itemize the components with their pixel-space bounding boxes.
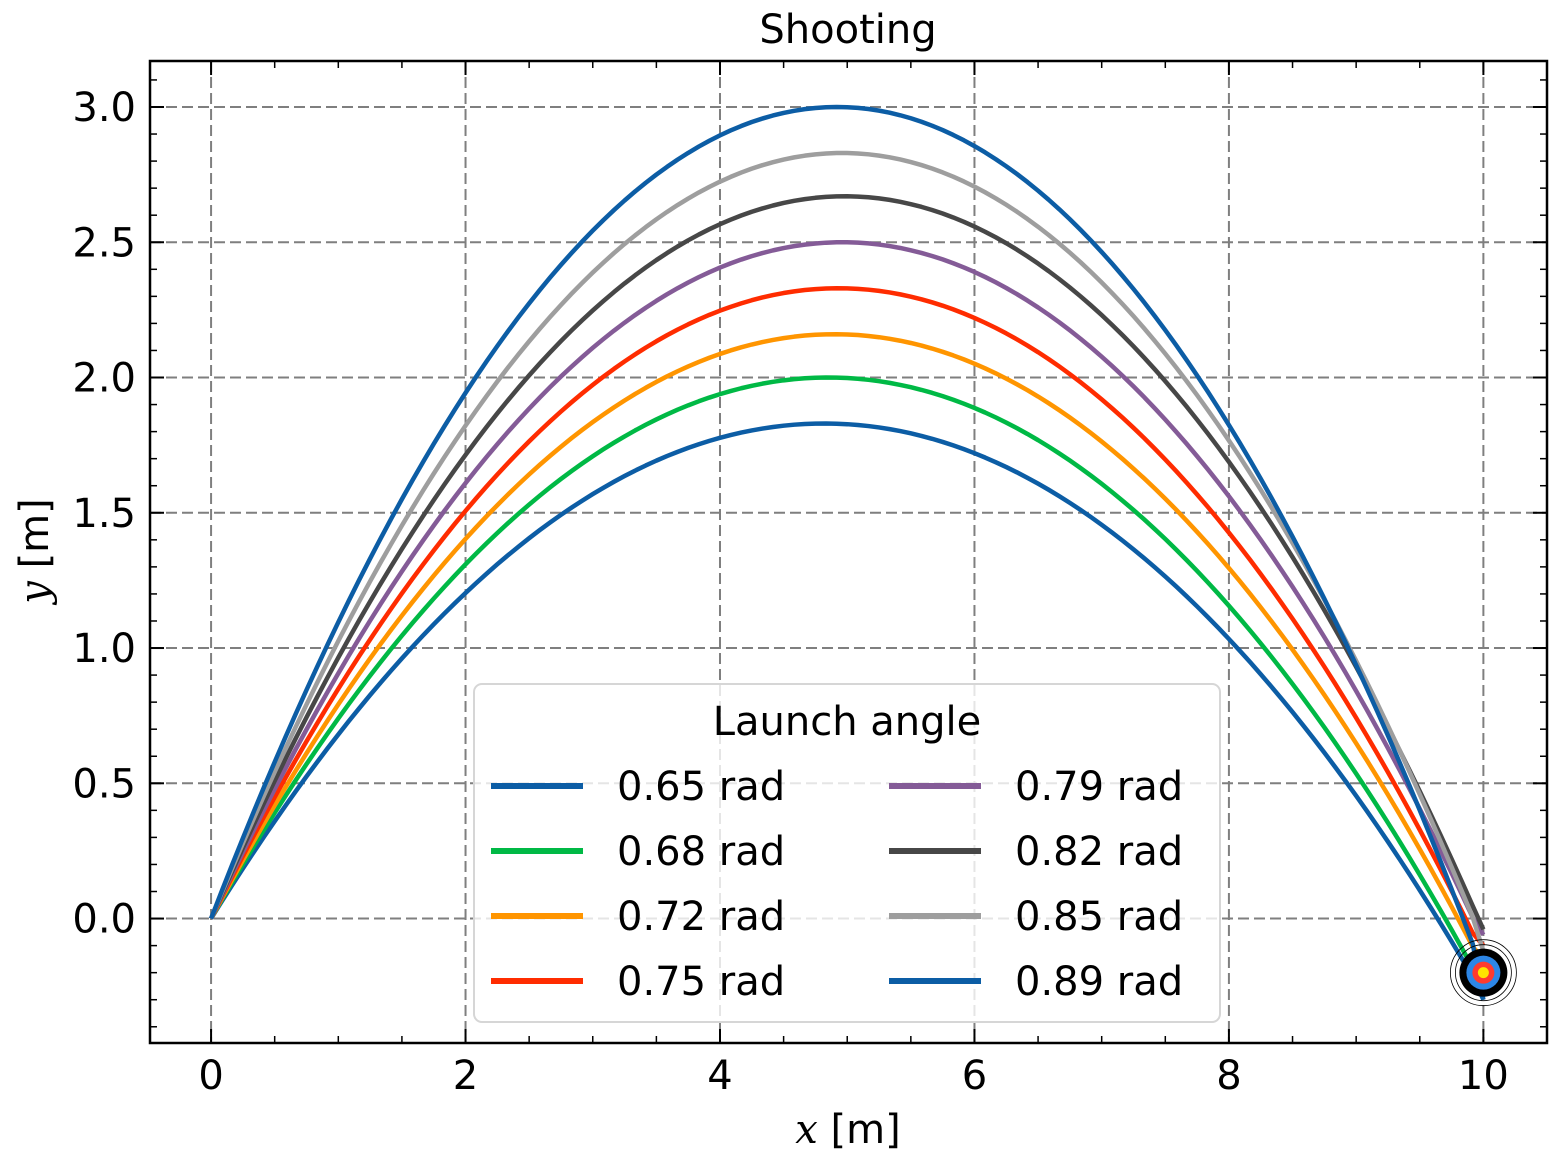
plot-frame <box>148 59 1549 1045</box>
y-tick-label: 0.5 <box>72 761 136 807</box>
chart-title: Shooting <box>759 7 936 53</box>
target-yellow <box>1477 967 1489 979</box>
series-line <box>209 194 1486 931</box>
tick-labels: 0 2 4 6 8 10 0.0 0.5 1.0 1.5 2.0 2.5 3.0 <box>72 85 1508 1099</box>
series-line <box>208 104 1486 1001</box>
legend-items: 0.65 rad 0.68 rad 0.72 rad 0.75 rad 0.79 rad… <box>491 764 1183 1005</box>
y-axis-unit: [m] <box>12 498 58 581</box>
legend: Launch angle 0.65 rad 0.68 rad 0.72 rad 0.7… <box>473 683 1221 1023</box>
target-ring <box>1454 944 1512 1002</box>
legend-label: 0.72 rad <box>617 894 785 940</box>
y-tick-label: 2.0 <box>72 356 136 402</box>
series-line <box>209 285 1486 948</box>
legend-label: 0.68 rad <box>617 829 785 875</box>
series-layer <box>208 104 1486 1001</box>
y-tick-label: 2.5 <box>72 220 136 266</box>
x-tick-label: 4 <box>707 1053 732 1099</box>
x-tick-label: 10 <box>1458 1053 1509 1099</box>
x-tick-label: 8 <box>1216 1053 1241 1099</box>
series-line <box>209 240 1486 936</box>
legend-label: 0.89 rad <box>1015 959 1183 1005</box>
legend-label: 0.82 rad <box>1015 829 1183 875</box>
x-axis-label: x [m] <box>795 1107 900 1153</box>
y-tick-label: 1.5 <box>72 491 136 537</box>
y-axis-label: y [m] <box>12 498 58 606</box>
series-line <box>209 331 1486 961</box>
legend-label: 0.85 rad <box>1015 894 1183 940</box>
target-icon <box>1449 939 1517 1007</box>
legend-box <box>473 683 1221 1023</box>
y-tick-label: 3.0 <box>72 85 136 131</box>
legend-label: 0.65 rad <box>617 764 785 810</box>
x-tick-label: 0 <box>198 1053 223 1099</box>
y-axis-var: y <box>12 580 58 606</box>
series-line <box>209 421 1486 1001</box>
target-ring-outer <box>1449 939 1517 1007</box>
x-tick-label: 2 <box>453 1053 478 1099</box>
series-line <box>209 375 1485 980</box>
x-axis-unit: [m] <box>818 1107 901 1153</box>
x-axis-var: x <box>795 1107 818 1153</box>
series-line <box>208 150 1486 952</box>
x-tick-label: 6 <box>962 1053 987 1099</box>
legend-title: Launch angle <box>713 699 982 745</box>
y-tick-label: 0.0 <box>72 897 136 943</box>
y-tick-label: 1.0 <box>72 626 136 672</box>
legend-label: 0.75 rad <box>617 959 785 1005</box>
legend-label: 0.79 rad <box>1015 764 1183 810</box>
